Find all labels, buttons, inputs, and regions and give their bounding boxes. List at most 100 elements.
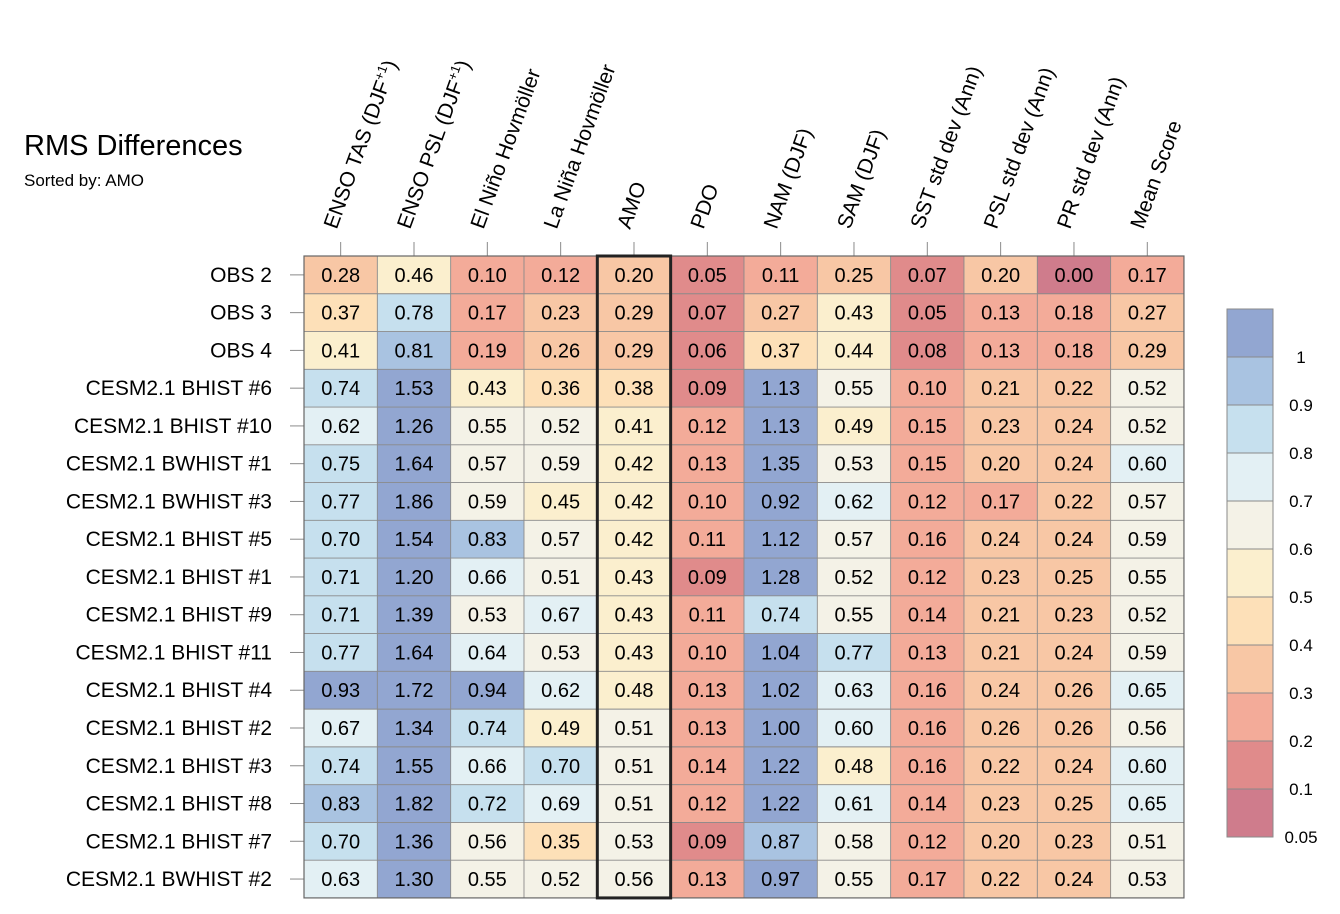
- row-labels: OBS 2 OBS 3 OBS 4 CESM2.1 BHIST #6 CESM2.1 B…: [66, 264, 304, 891]
- cell-value: 0.71: [321, 605, 360, 627]
- heatmap-cell: [817, 822, 891, 861]
- row-label: CESM2.1 BHIST #6: [86, 377, 272, 400]
- heatmap-cell: [743, 331, 818, 370]
- cell-value: 0.83: [468, 529, 507, 551]
- heatmap-cell: [890, 558, 964, 596]
- cell-value: 1.12: [761, 529, 800, 551]
- colorbar-label: 1: [1296, 348, 1305, 367]
- heatmap-cell: [450, 444, 524, 483]
- heatmap-cell: [523, 595, 598, 634]
- cell-value: 0.20: [981, 265, 1020, 287]
- cell-value: 1.13: [761, 378, 800, 400]
- column-label-text: Mean Score: [1126, 117, 1186, 231]
- cell-value: 0.70: [321, 831, 360, 853]
- cell-value: 0.21: [981, 605, 1020, 627]
- cell-value: 0.10: [908, 378, 947, 400]
- cell-value: 0.53: [541, 642, 580, 664]
- heatmap-cell: [743, 822, 818, 861]
- cell-value: 0.09: [688, 567, 727, 589]
- heatmap-cell: [743, 369, 818, 408]
- cell-value: 0.13: [981, 340, 1020, 362]
- cell-value: 0.23: [1054, 605, 1093, 627]
- cell-value: 0.13: [688, 718, 727, 740]
- cell-value: 0.07: [688, 303, 727, 325]
- heatmap-cells: 0.28 0.46 0.10 0.12 0.20 0.05 0.11 0.25 0.07 0.20…: [304, 256, 1184, 898]
- heatmap-cell: [670, 633, 744, 672]
- heatmap-cell: [963, 331, 1038, 370]
- heatmap-cell: [963, 293, 1038, 332]
- heatmap-cell: [817, 331, 891, 370]
- cell-value: 0.77: [321, 491, 360, 513]
- cell-value: 0.18: [1054, 340, 1093, 362]
- colorbar-segment: [1227, 309, 1273, 357]
- row-label: OBS 3: [210, 302, 272, 325]
- cell-value: 0.49: [835, 416, 874, 438]
- cell-value: 0.10: [468, 265, 507, 287]
- cell-value: 0.25: [835, 265, 874, 287]
- cell-value: 0.06: [688, 340, 727, 362]
- heatmap-cell: [670, 407, 744, 445]
- cell-value: 0.51: [615, 718, 654, 740]
- cell-value: 0.55: [835, 605, 874, 627]
- cell-value: 0.63: [321, 869, 360, 891]
- colorbar-label: 0.8: [1289, 444, 1313, 463]
- colorbar-segment: [1227, 645, 1273, 693]
- heatmap-cell: [963, 444, 1038, 483]
- cell-value: 0.43: [615, 605, 654, 627]
- heatmap-cell: [450, 293, 524, 332]
- heatmap-cell: [1037, 482, 1111, 521]
- column-label: ENSO PSL (DJF+1): [391, 56, 475, 231]
- cell-value: 0.53: [1128, 869, 1167, 891]
- heatmap-cell: [1110, 293, 1184, 332]
- cell-value: 1.02: [761, 680, 800, 702]
- heatmap-cell: [304, 256, 378, 294]
- heatmap-cell: [670, 671, 744, 710]
- heatmap-cell: [1037, 784, 1111, 823]
- heatmap-cell: [1037, 407, 1111, 445]
- heatmap-cell: [523, 709, 598, 747]
- cell-value: 0.08: [908, 340, 947, 362]
- cell-value: 0.66: [468, 756, 507, 778]
- heatmap-cell: [963, 746, 1038, 785]
- cell-value: 0.13: [688, 680, 727, 702]
- cell-value: 1.00: [761, 718, 800, 740]
- row-label: CESM2.1 BHIST #2: [86, 717, 272, 740]
- highlight-column-frame: [595, 254, 673, 900]
- cell-value: 0.55: [835, 378, 874, 400]
- cell-value: 0.53: [615, 831, 654, 853]
- heatmap-cell: [670, 256, 744, 294]
- cell-value: 0.45: [541, 491, 580, 513]
- cell-value: 0.21: [981, 642, 1020, 664]
- heatmap-cell: [377, 520, 451, 559]
- column-label-superscript: +1: [371, 63, 390, 82]
- column-label: El Niño Hovmöller: [466, 66, 545, 232]
- heatmap-cell: [304, 784, 378, 823]
- cell-value: 0.23: [981, 567, 1020, 589]
- heatmap-cell: [523, 784, 598, 823]
- cell-value: 0.87: [761, 831, 800, 853]
- heatmap-cell: [523, 331, 598, 370]
- cell-value: 0.12: [908, 567, 947, 589]
- heatmap-cell: [523, 558, 598, 596]
- cell-value: 0.81: [395, 340, 434, 362]
- cell-value: 1.36: [395, 831, 434, 853]
- heatmap-cell: [597, 595, 671, 634]
- heatmap-cell: [963, 595, 1038, 634]
- heatmap-cell: [597, 784, 671, 823]
- heatmap-cell: [304, 595, 378, 634]
- heatmap-cell: [670, 784, 744, 823]
- cell-value: 0.18: [1054, 303, 1093, 325]
- row-label: CESM2.1 BHIST #10: [74, 415, 272, 438]
- heatmap-cell: [1110, 256, 1184, 294]
- heatmap-cell: [523, 407, 598, 445]
- cell-value: 0.10: [688, 642, 727, 664]
- cell-value: 0.67: [321, 718, 360, 740]
- cell-value: 0.24: [981, 680, 1020, 702]
- cell-value: 1.35: [761, 454, 800, 476]
- heatmap-cell: [523, 746, 598, 785]
- heatmap-cell: [450, 709, 524, 747]
- cell-value: 0.10: [688, 491, 727, 513]
- cell-value: 0.55: [468, 416, 507, 438]
- cell-value: 0.43: [615, 642, 654, 664]
- heatmap-cell: [304, 860, 378, 898]
